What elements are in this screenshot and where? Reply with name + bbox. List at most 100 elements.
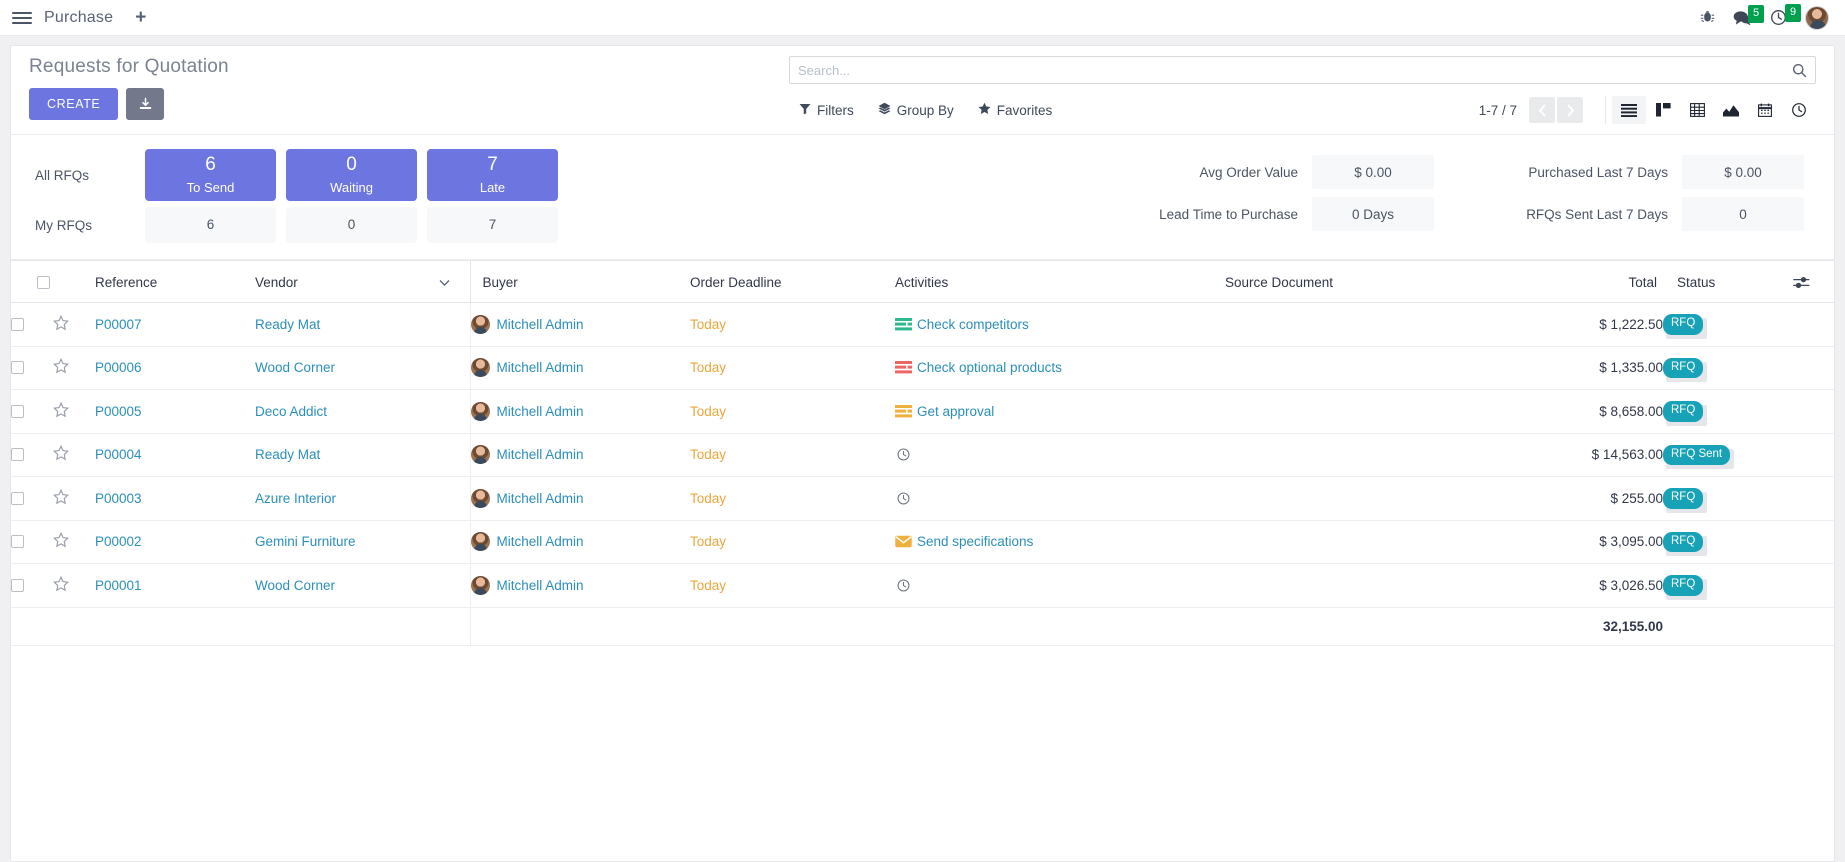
hamburger-icon[interactable] xyxy=(12,11,32,24)
pivot-view-icon[interactable] xyxy=(1680,96,1714,124)
buyer-link[interactable]: Mitchell Admin xyxy=(496,403,584,419)
pager-previous-button[interactable] xyxy=(1529,97,1555,123)
activity-view-icon[interactable] xyxy=(1782,96,1816,124)
select-all-checkbox[interactable] xyxy=(37,276,50,289)
clock-icon[interactable] xyxy=(895,579,912,592)
header-source-document[interactable]: Source Document xyxy=(1225,260,1513,303)
row-checkbox[interactable] xyxy=(11,448,24,462)
group-by-label: Group By xyxy=(896,102,954,118)
header-activities[interactable]: Activities xyxy=(895,260,1225,303)
activity-label[interactable]: Send specifications xyxy=(917,534,1034,550)
kanban-view-icon[interactable] xyxy=(1646,96,1680,124)
row-total-cell: $ 3,095.00 xyxy=(1513,520,1663,564)
reference-link[interactable]: P00005 xyxy=(95,403,142,419)
envelope-icon[interactable] xyxy=(895,535,912,548)
buyer-link[interactable]: Mitchell Admin xyxy=(496,577,584,593)
kpi-late[interactable]: 7 Late xyxy=(427,149,558,201)
kpi-to-send[interactable]: 6 To Send xyxy=(145,149,276,201)
row-checkbox[interactable] xyxy=(11,535,24,549)
filters-dropdown[interactable]: Filters xyxy=(799,102,854,118)
buyer-link[interactable]: Mitchell Admin xyxy=(496,316,584,332)
row-checkbox[interactable] xyxy=(11,578,24,592)
pager-next-button[interactable] xyxy=(1557,97,1583,123)
header-status[interactable]: Status xyxy=(1663,260,1793,303)
favorites-dropdown[interactable]: Favorites xyxy=(978,102,1052,118)
search-icon[interactable] xyxy=(1792,63,1807,78)
buyer-link[interactable]: Mitchell Admin xyxy=(496,447,584,463)
star-icon[interactable] xyxy=(53,314,69,331)
row-checkbox[interactable] xyxy=(11,491,24,505)
activity-label[interactable]: Check optional products xyxy=(917,360,1062,376)
app-brand-purchase[interactable]: Purchase xyxy=(44,8,114,26)
graph-view-icon[interactable] xyxy=(1714,96,1748,124)
kpi-my-waiting[interactable]: 0 xyxy=(286,207,417,243)
row-reference-cell: P00001 xyxy=(95,563,255,608)
star-icon[interactable] xyxy=(53,445,69,461)
row-source-cell xyxy=(1225,520,1513,564)
create-button[interactable]: CREATE xyxy=(29,88,119,120)
reference-link[interactable]: P00003 xyxy=(95,490,142,506)
search-bar[interactable] xyxy=(789,56,1816,84)
header-buyer[interactable]: Buyer xyxy=(469,260,690,303)
table-row[interactable]: P00004 Ready Mat Mitchell Admin Today xyxy=(11,433,1834,477)
header-order-deadline[interactable]: Order Deadline xyxy=(690,260,895,303)
table-row[interactable]: P00005 Deco Addict Mitchell Admin Today … xyxy=(11,389,1834,434)
table-row[interactable]: P00006 Wood Corner Mitchell Admin Today … xyxy=(11,346,1834,390)
kpi-my-late[interactable]: 7 xyxy=(427,207,558,243)
table-row[interactable]: P00002 Gemini Furniture Mitchell Admin T… xyxy=(11,520,1834,564)
row-checkbox[interactable] xyxy=(11,404,24,418)
reference-link[interactable]: P00007 xyxy=(95,316,142,332)
star-icon[interactable] xyxy=(53,358,69,374)
row-select-cell xyxy=(11,346,53,390)
kpi-waiting[interactable]: 0 Waiting xyxy=(286,149,417,201)
reference-link[interactable]: P00006 xyxy=(95,360,142,376)
calendar-view-icon[interactable] xyxy=(1748,96,1782,124)
header-total[interactable]: Total xyxy=(1513,260,1663,303)
search-input[interactable] xyxy=(798,62,1792,78)
kpi-my-to-send[interactable]: 6 xyxy=(145,207,276,243)
header-vendor[interactable]: Vendor xyxy=(255,260,470,303)
upload-icon[interactable] xyxy=(126,88,165,120)
table-row[interactable]: P00007 Ready Mat Mitchell Admin Today Ch… xyxy=(11,302,1834,347)
vendor-link[interactable]: Wood Corner xyxy=(255,360,336,376)
row-checkbox[interactable] xyxy=(11,317,24,331)
activity-label[interactable]: Check competitors xyxy=(917,316,1029,332)
table-row[interactable]: P00003 Azure Interior Mitchell Admin Tod… xyxy=(11,476,1834,521)
vendor-link[interactable]: Azure Interior xyxy=(255,490,337,506)
messages-icon[interactable]: 5 xyxy=(1733,4,1765,26)
sum-blank-3 xyxy=(95,607,255,646)
buyer-link[interactable]: Mitchell Admin xyxy=(496,360,584,376)
new-tab-plus-button[interactable]: + xyxy=(135,7,147,28)
row-deadline-cell: Today xyxy=(690,520,895,564)
reference-link[interactable]: P00001 xyxy=(95,577,142,593)
activities-clock-icon[interactable]: 9 xyxy=(1770,4,1802,26)
vendor-link[interactable]: Deco Addict xyxy=(255,403,328,419)
row-checkbox[interactable] xyxy=(11,361,24,375)
vendor-link[interactable]: Ready Mat xyxy=(255,447,321,463)
reference-link[interactable]: P00004 xyxy=(95,447,142,463)
clock-icon[interactable] xyxy=(895,448,912,461)
vendor-link[interactable]: Wood Corner xyxy=(255,577,336,593)
buyer-link[interactable]: Mitchell Admin xyxy=(496,490,584,506)
row-vendor-cell: Gemini Furniture xyxy=(255,520,470,564)
user-avatar[interactable] xyxy=(1805,5,1829,30)
all-rfqs-row: All RFQs 6 To Send 0 Waiting 7 Late xyxy=(35,149,568,201)
star-icon[interactable] xyxy=(53,488,69,505)
star-icon[interactable] xyxy=(53,401,69,418)
clock-icon[interactable] xyxy=(895,492,912,505)
table-row[interactable]: P00001 Wood Corner Mitchell Admin Today xyxy=(11,563,1834,608)
row-reference-cell: P00005 xyxy=(95,389,255,434)
list-view-icon[interactable] xyxy=(1612,96,1646,124)
star-icon[interactable] xyxy=(53,532,69,548)
vendor-link[interactable]: Ready Mat xyxy=(255,316,321,332)
buyer-link[interactable]: Mitchell Admin xyxy=(496,534,584,550)
vendor-link[interactable]: Gemini Furniture xyxy=(255,534,356,550)
bug-icon[interactable] xyxy=(1700,10,1715,25)
star-icon[interactable] xyxy=(53,575,69,592)
header-reference[interactable]: Reference xyxy=(95,260,255,303)
content-sheet: Requests for Quotation CREATE xyxy=(10,45,1835,862)
group-by-dropdown[interactable]: Group By xyxy=(878,102,954,118)
reference-link[interactable]: P00002 xyxy=(95,534,142,550)
activity-label[interactable]: Get approval xyxy=(917,403,995,419)
column-options-icon[interactable] xyxy=(1793,276,1834,289)
